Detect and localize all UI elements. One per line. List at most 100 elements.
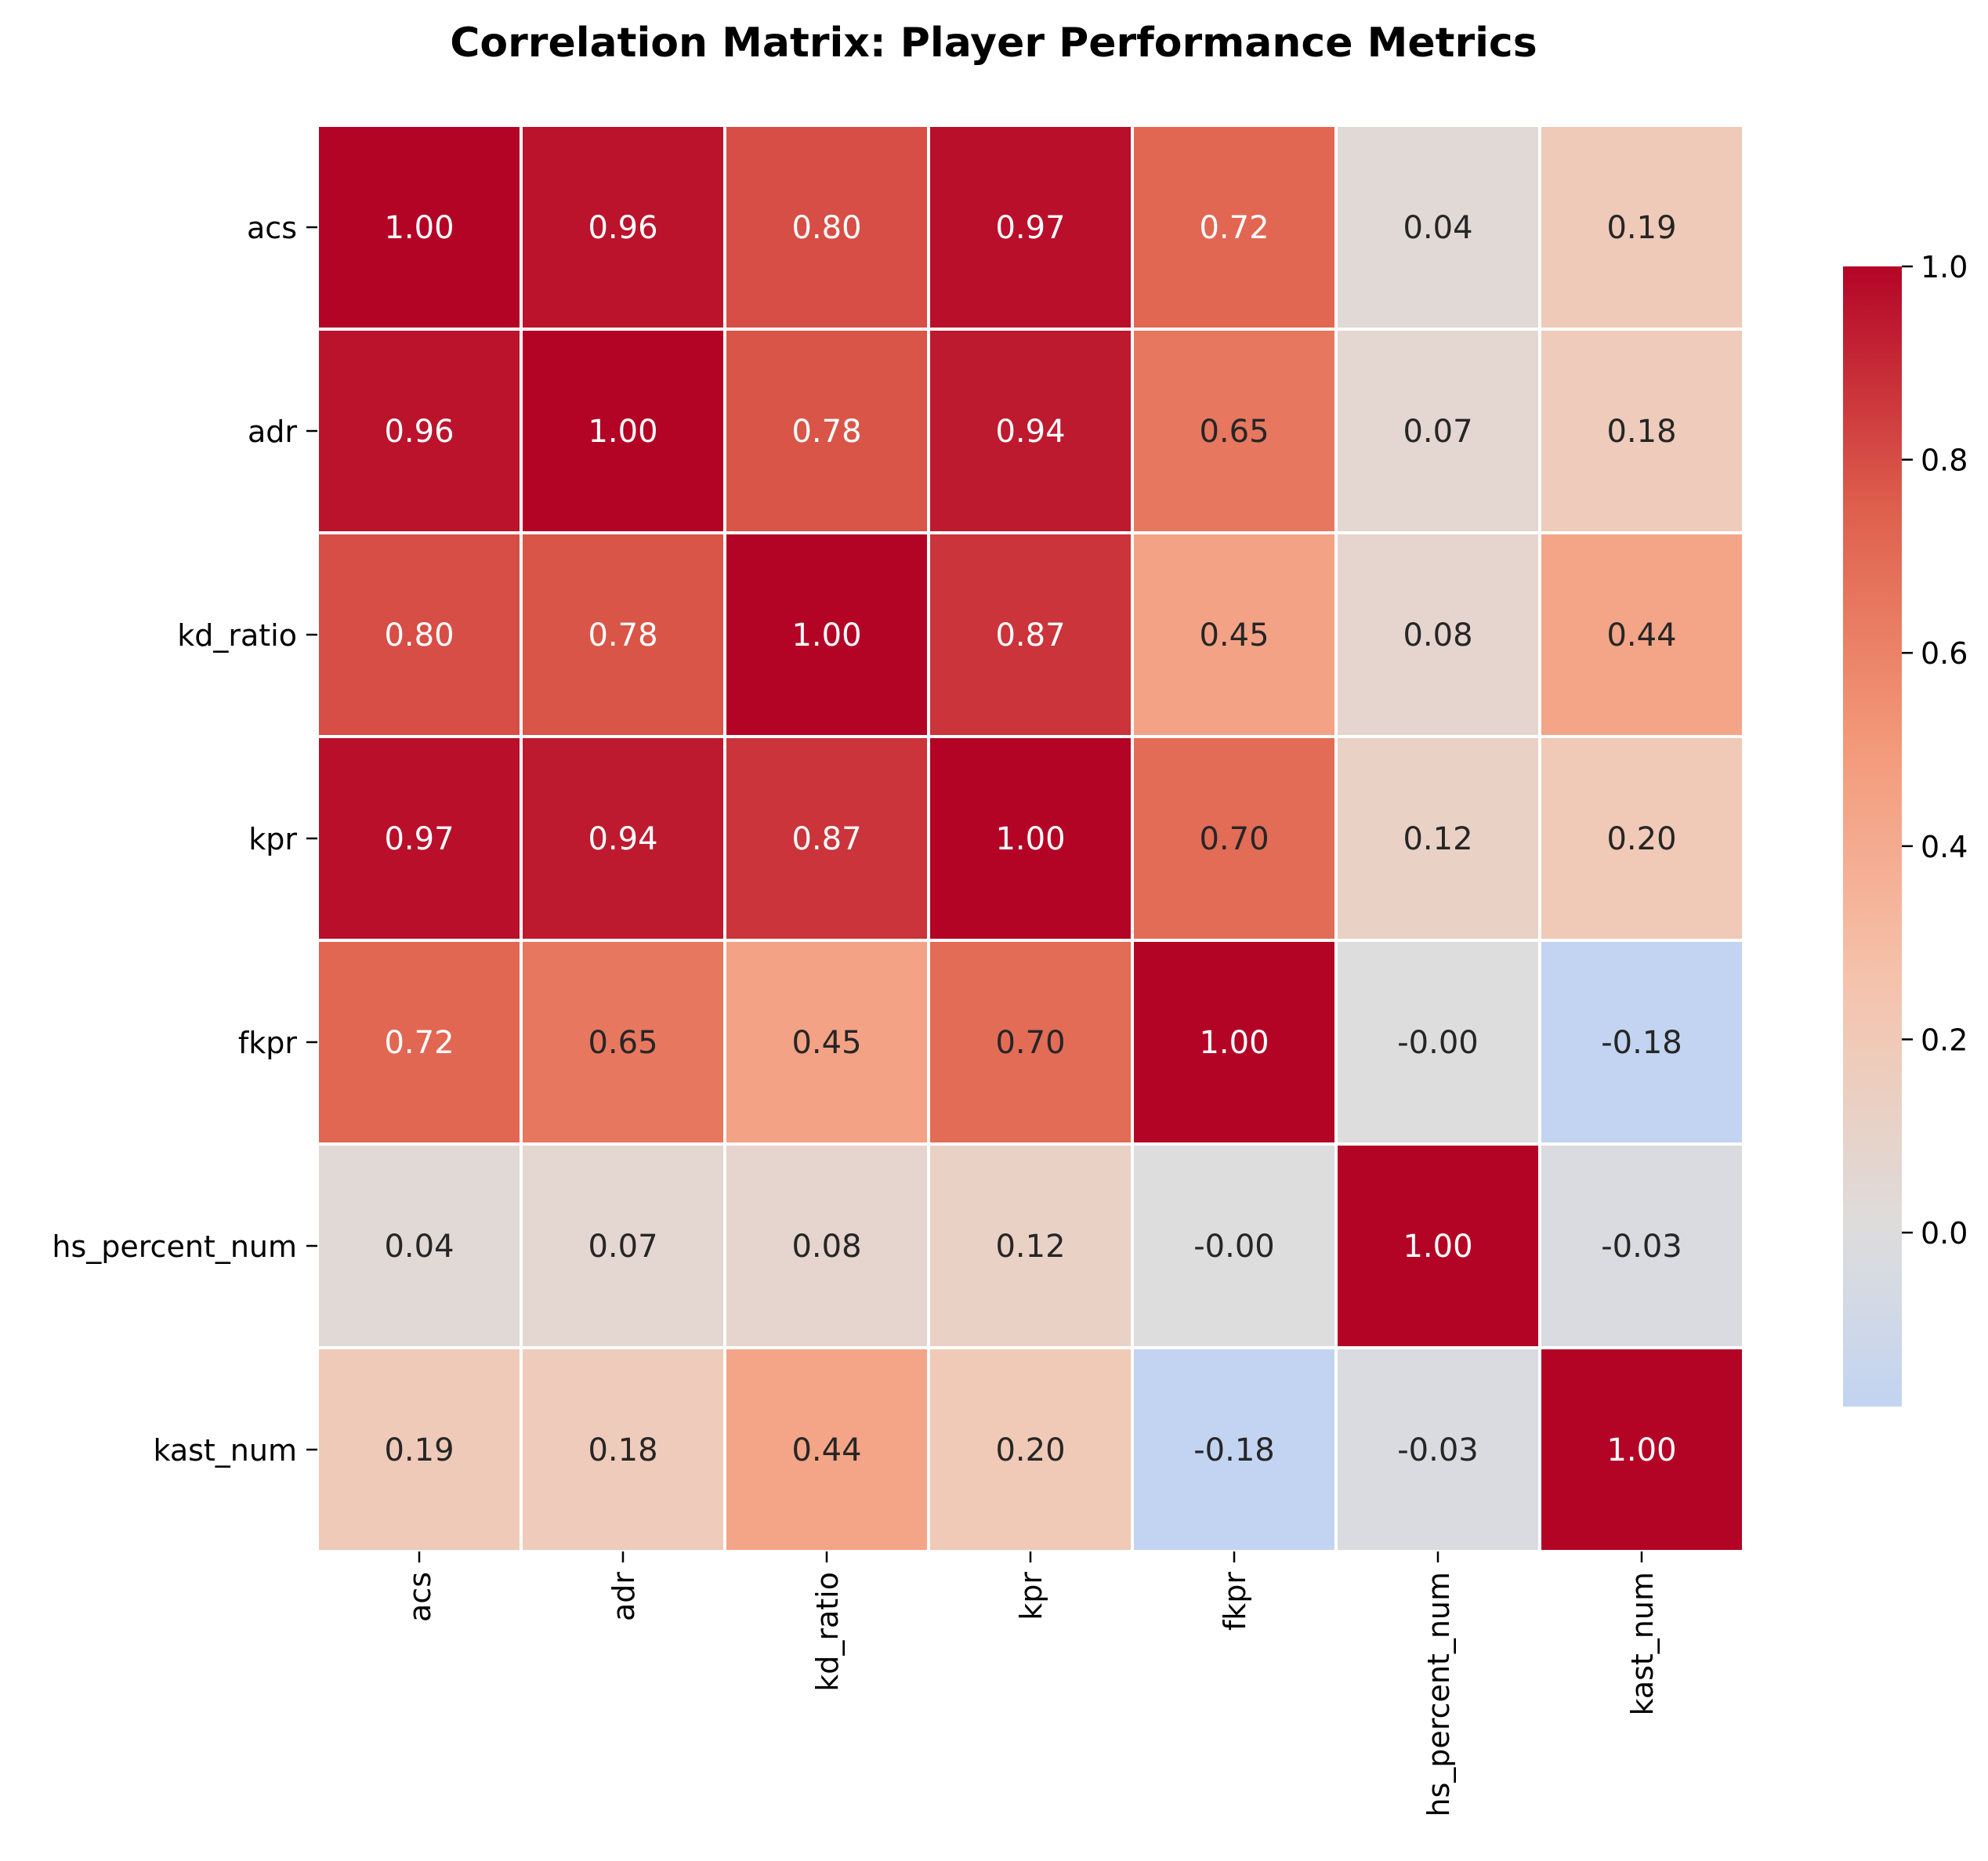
cell-value-label-kast_num-fkpr: -0.18	[1193, 1432, 1275, 1468]
cell-value-label-hs_percent_num-hs_percent_num: 1.00	[1403, 1229, 1472, 1265]
heatmap-cell-kast_num-adr	[520, 1346, 726, 1553]
cell-value-label-hs_percent_num-kast_num: -0.03	[1601, 1229, 1682, 1265]
cell-value-label-adr-kast_num: 0.18	[1606, 414, 1676, 450]
heatmap-cell-kd_ratio-adr	[520, 531, 726, 738]
colorbar: 0.0 0.2 0.4 0.6 0.8 1.0	[1843, 250, 1968, 1407]
cell-value-label-acs-kast_num: 0.19	[1606, 210, 1676, 246]
cell-value-label-hs_percent_num-kd_ratio: 0.08	[791, 1229, 861, 1265]
heatmap-cell-hs_percent_num-kast_num	[1538, 1142, 1745, 1349]
cell-value-label-acs-hs_percent_num: 0.04	[1403, 210, 1472, 246]
y-tick-label-fkpr: fkpr	[238, 1026, 298, 1060]
y-tick-label-kd_ratio: kd_ratio	[177, 618, 297, 653]
heatmap-cell-kpr-fkpr	[1131, 735, 1338, 942]
cell-value-label-fkpr-kd_ratio: 0.45	[791, 1025, 861, 1061]
colorbar-tick-label-1.0: 1.0	[1921, 250, 1968, 284]
heatmap-cell-kast_num-hs_percent_num	[1334, 1346, 1541, 1553]
heatmap-cell-adr-kd_ratio	[723, 328, 930, 534]
heatmap-cell-kpr-kd_ratio	[723, 735, 930, 942]
y-tick-label-kpr: kpr	[248, 822, 297, 856]
cell-value-label-acs-kpr: 0.97	[995, 210, 1065, 246]
cell-value-label-adr-kpr: 0.94	[995, 414, 1065, 450]
colorbar-tick-label-0.4: 0.4	[1921, 830, 1968, 864]
colorbar-gradient	[1843, 266, 1902, 1407]
cell-value-label-kpr-fkpr: 0.70	[1199, 821, 1269, 857]
heatmap-cell-kd_ratio-kpr	[927, 531, 1134, 738]
cell-value-label-fkpr-acs: 0.72	[384, 1025, 454, 1061]
cell-value-label-hs_percent_num-acs: 0.04	[384, 1229, 454, 1265]
heatmap-cell-kd_ratio-acs	[316, 531, 523, 738]
x-tick-label-kast_num: kast_num	[1625, 1572, 1660, 1716]
colorbar-tick-label-0.2: 0.2	[1921, 1023, 1968, 1057]
heatmap-cell-adr-adr	[520, 328, 726, 534]
cell-value-label-fkpr-hs_percent_num: -0.00	[1397, 1025, 1479, 1061]
heatmap-cell-fkpr-kd_ratio	[723, 939, 930, 1146]
cell-value-label-kd_ratio-acs: 0.80	[384, 617, 454, 654]
cell-value-label-acs-acs: 1.00	[384, 210, 454, 246]
cell-value-label-kd_ratio-adr: 0.78	[588, 617, 657, 654]
heatmap-cell-fkpr-adr	[520, 939, 726, 1146]
x-tick-label-fkpr: fkpr	[1218, 1572, 1252, 1631]
cell-value-label-kast_num-adr: 0.18	[588, 1432, 657, 1468]
heatmap-cell-fkpr-acs	[316, 939, 523, 1146]
cell-value-label-adr-hs_percent_num: 0.07	[1403, 414, 1472, 450]
cell-value-label-adr-kd_ratio: 0.78	[791, 414, 861, 450]
x-tick-label-kpr: kpr	[1014, 1572, 1048, 1620]
heatmap-cell-kd_ratio-kast_num	[1538, 531, 1745, 738]
x-tick-label-hs_percent_num: hs_percent_num	[1421, 1572, 1456, 1817]
heatmap-cell-acs-kast_num	[1538, 124, 1745, 331]
heatmap-annotations: 1.00 0.96 0.80 0.97 0.72 0.04 0.19 0.96 1.00 0.78…	[384, 210, 1682, 1468]
heatmap-cell-adr-hs_percent_num	[1334, 328, 1541, 534]
heatmap-cell-adr-kast_num	[1538, 328, 1745, 534]
heatmap-cell-kast_num-kd_ratio	[723, 1346, 930, 1553]
x-tick-label-kd_ratio: kd_ratio	[810, 1572, 845, 1692]
y-tick-label-hs_percent_num: hs_percent_num	[52, 1229, 297, 1264]
heatmap-cell-kd_ratio-fkpr	[1131, 531, 1338, 738]
heatmap-cell-kd_ratio-kd_ratio	[723, 531, 930, 738]
cell-value-label-kpr-kd_ratio: 0.87	[791, 821, 861, 857]
heatmap-cell-hs_percent_num-kd_ratio	[723, 1142, 930, 1349]
heatmap-cell-kpr-adr	[520, 735, 726, 942]
y-tick-label-acs: acs	[247, 211, 297, 245]
cell-value-label-kd_ratio-kast_num: 0.44	[1606, 617, 1676, 654]
colorbar-tick-label-0.0: 0.0	[1921, 1216, 1968, 1251]
heatmap-cells	[316, 124, 1745, 1553]
cell-value-label-kast_num-acs: 0.19	[384, 1432, 454, 1468]
cell-value-label-kast_num-kpr: 0.20	[995, 1432, 1065, 1468]
x-tick-label-adr: adr	[607, 1572, 641, 1621]
cell-value-label-kast_num-hs_percent_num: -0.03	[1397, 1432, 1479, 1468]
y-tick-label-adr: adr	[248, 415, 297, 449]
x-axis: acs adr kd_ratio kpr fkpr hs_percent_num kast_…	[403, 1551, 1660, 1817]
heatmap-cell-kpr-acs	[316, 735, 523, 942]
heatmap-cell-kast_num-kpr	[927, 1346, 1134, 1553]
cell-value-label-kpr-kast_num: 0.20	[1606, 821, 1676, 857]
heatmap-cell-hs_percent_num-hs_percent_num	[1334, 1142, 1541, 1349]
heatmap-cell-adr-fkpr	[1131, 328, 1338, 534]
heatmap-cell-kast_num-fkpr	[1131, 1346, 1338, 1553]
colorbar-tick-label-0.6: 0.6	[1921, 636, 1968, 671]
cell-value-label-adr-fkpr: 0.65	[1199, 414, 1269, 450]
cell-value-label-kast_num-kd_ratio: 0.44	[791, 1432, 861, 1468]
cell-value-label-fkpr-kast_num: -0.18	[1601, 1025, 1682, 1061]
cell-value-label-kd_ratio-fkpr: 0.45	[1199, 617, 1269, 654]
heatmap-cell-kast_num-kast_num	[1538, 1346, 1745, 1553]
heatmap-cell-acs-kd_ratio	[723, 124, 930, 331]
heatmap-cell-acs-acs	[316, 124, 523, 331]
cell-value-label-kd_ratio-hs_percent_num: 0.08	[1403, 617, 1472, 654]
cell-value-label-kd_ratio-kpr: 0.87	[995, 617, 1065, 654]
cell-value-label-kast_num-kast_num: 1.00	[1606, 1432, 1676, 1468]
cell-value-label-hs_percent_num-adr: 0.07	[588, 1229, 657, 1265]
cell-value-label-fkpr-adr: 0.65	[588, 1025, 657, 1061]
cell-value-label-kpr-adr: 0.94	[588, 821, 657, 857]
x-tick-label-acs: acs	[403, 1572, 437, 1622]
cell-value-label-acs-adr: 0.96	[588, 210, 657, 246]
cell-value-label-adr-acs: 0.96	[384, 414, 454, 450]
heatmap-cell-kpr-kpr	[927, 735, 1134, 942]
heatmap-cell-kd_ratio-hs_percent_num	[1334, 531, 1541, 738]
heatmap-cell-kast_num-acs	[316, 1346, 523, 1553]
cell-value-label-hs_percent_num-kpr: 0.12	[995, 1229, 1065, 1265]
y-tick-label-kast_num: kast_num	[153, 1433, 297, 1468]
cell-value-label-kpr-acs: 0.97	[384, 821, 454, 857]
